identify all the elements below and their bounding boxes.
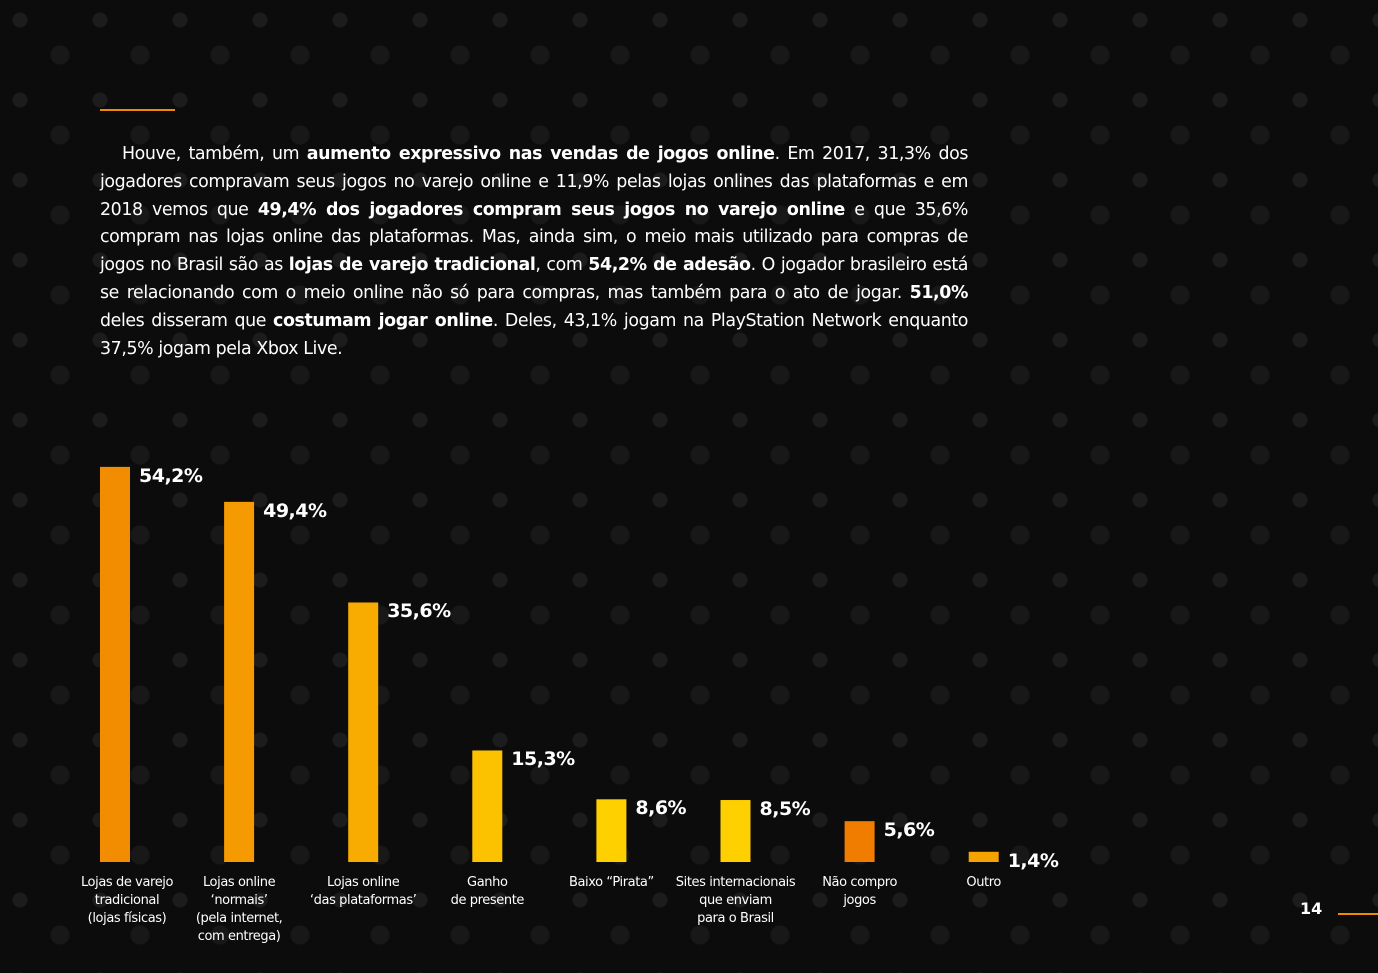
- bold-text: aumento expressivo nas vendas de jogos o…: [306, 144, 775, 164]
- bold-text: lojas de varejo tradicional: [288, 255, 536, 276]
- bold-text: 51,0%: [909, 282, 969, 303]
- bar: [472, 750, 503, 862]
- page-number: 14: [1300, 899, 1323, 918]
- bar: [968, 851, 999, 862]
- value-label: 49,4%: [263, 499, 327, 522]
- value-label: 35,6%: [387, 600, 451, 623]
- bar: [224, 501, 255, 862]
- value-label: 1,4%: [1007, 849, 1059, 872]
- bar: [844, 821, 875, 862]
- accent-line: [100, 109, 175, 111]
- value-label: 8,6%: [635, 797, 687, 820]
- bar: [100, 466, 130, 862]
- text-run: . Em 2017, 31,3% dos jogadores compravam…: [100, 144, 968, 220]
- category-label: Lojas de varejo tradicional (lojas físic…: [80, 875, 174, 926]
- category-label: Não compro jogos: [822, 875, 897, 908]
- value-label: 15,3%: [511, 748, 575, 771]
- category-label: Lojas online ‘normais’ (pela internet, c…: [195, 875, 283, 944]
- category-label: Baixo “Pirata”: [568, 875, 654, 890]
- accent-line: [1338, 913, 1378, 915]
- value-label: 54,2%: [139, 464, 203, 487]
- bar: [720, 800, 751, 862]
- bar: [348, 602, 379, 862]
- bold-text: 49,4% dos jogadores compram seus jogos n…: [257, 199, 846, 220]
- category-label: Lojas online ‘das plataformas’: [309, 875, 417, 908]
- category-label: Outro: [966, 875, 1001, 890]
- bar: [596, 799, 627, 862]
- text-run: , com: [535, 255, 589, 276]
- category-label: Sites internacionais que enviam para o B…: [675, 875, 796, 926]
- text-run: . O jogador brasileiro está se relaciona…: [100, 255, 968, 303]
- text-run: . Deles, 43,1% jogam na PlayStation Netw…: [100, 310, 968, 359]
- text-run: Houve, também, um: [122, 144, 307, 164]
- value-label: 8,5%: [759, 798, 811, 821]
- bold-text: 54,2% de adesão: [588, 255, 751, 276]
- text-run: deles disseram que: [100, 310, 274, 331]
- bold-text: costumam jogar online: [273, 310, 493, 331]
- category-label: Ganho de presente: [450, 875, 525, 908]
- paragraph: Houve, também, um aumento expressivo nas…: [100, 141, 968, 363]
- text-run: e que 35,6% compram nas lojas online das…: [100, 199, 969, 276]
- value-label: 5,6%: [883, 819, 935, 842]
